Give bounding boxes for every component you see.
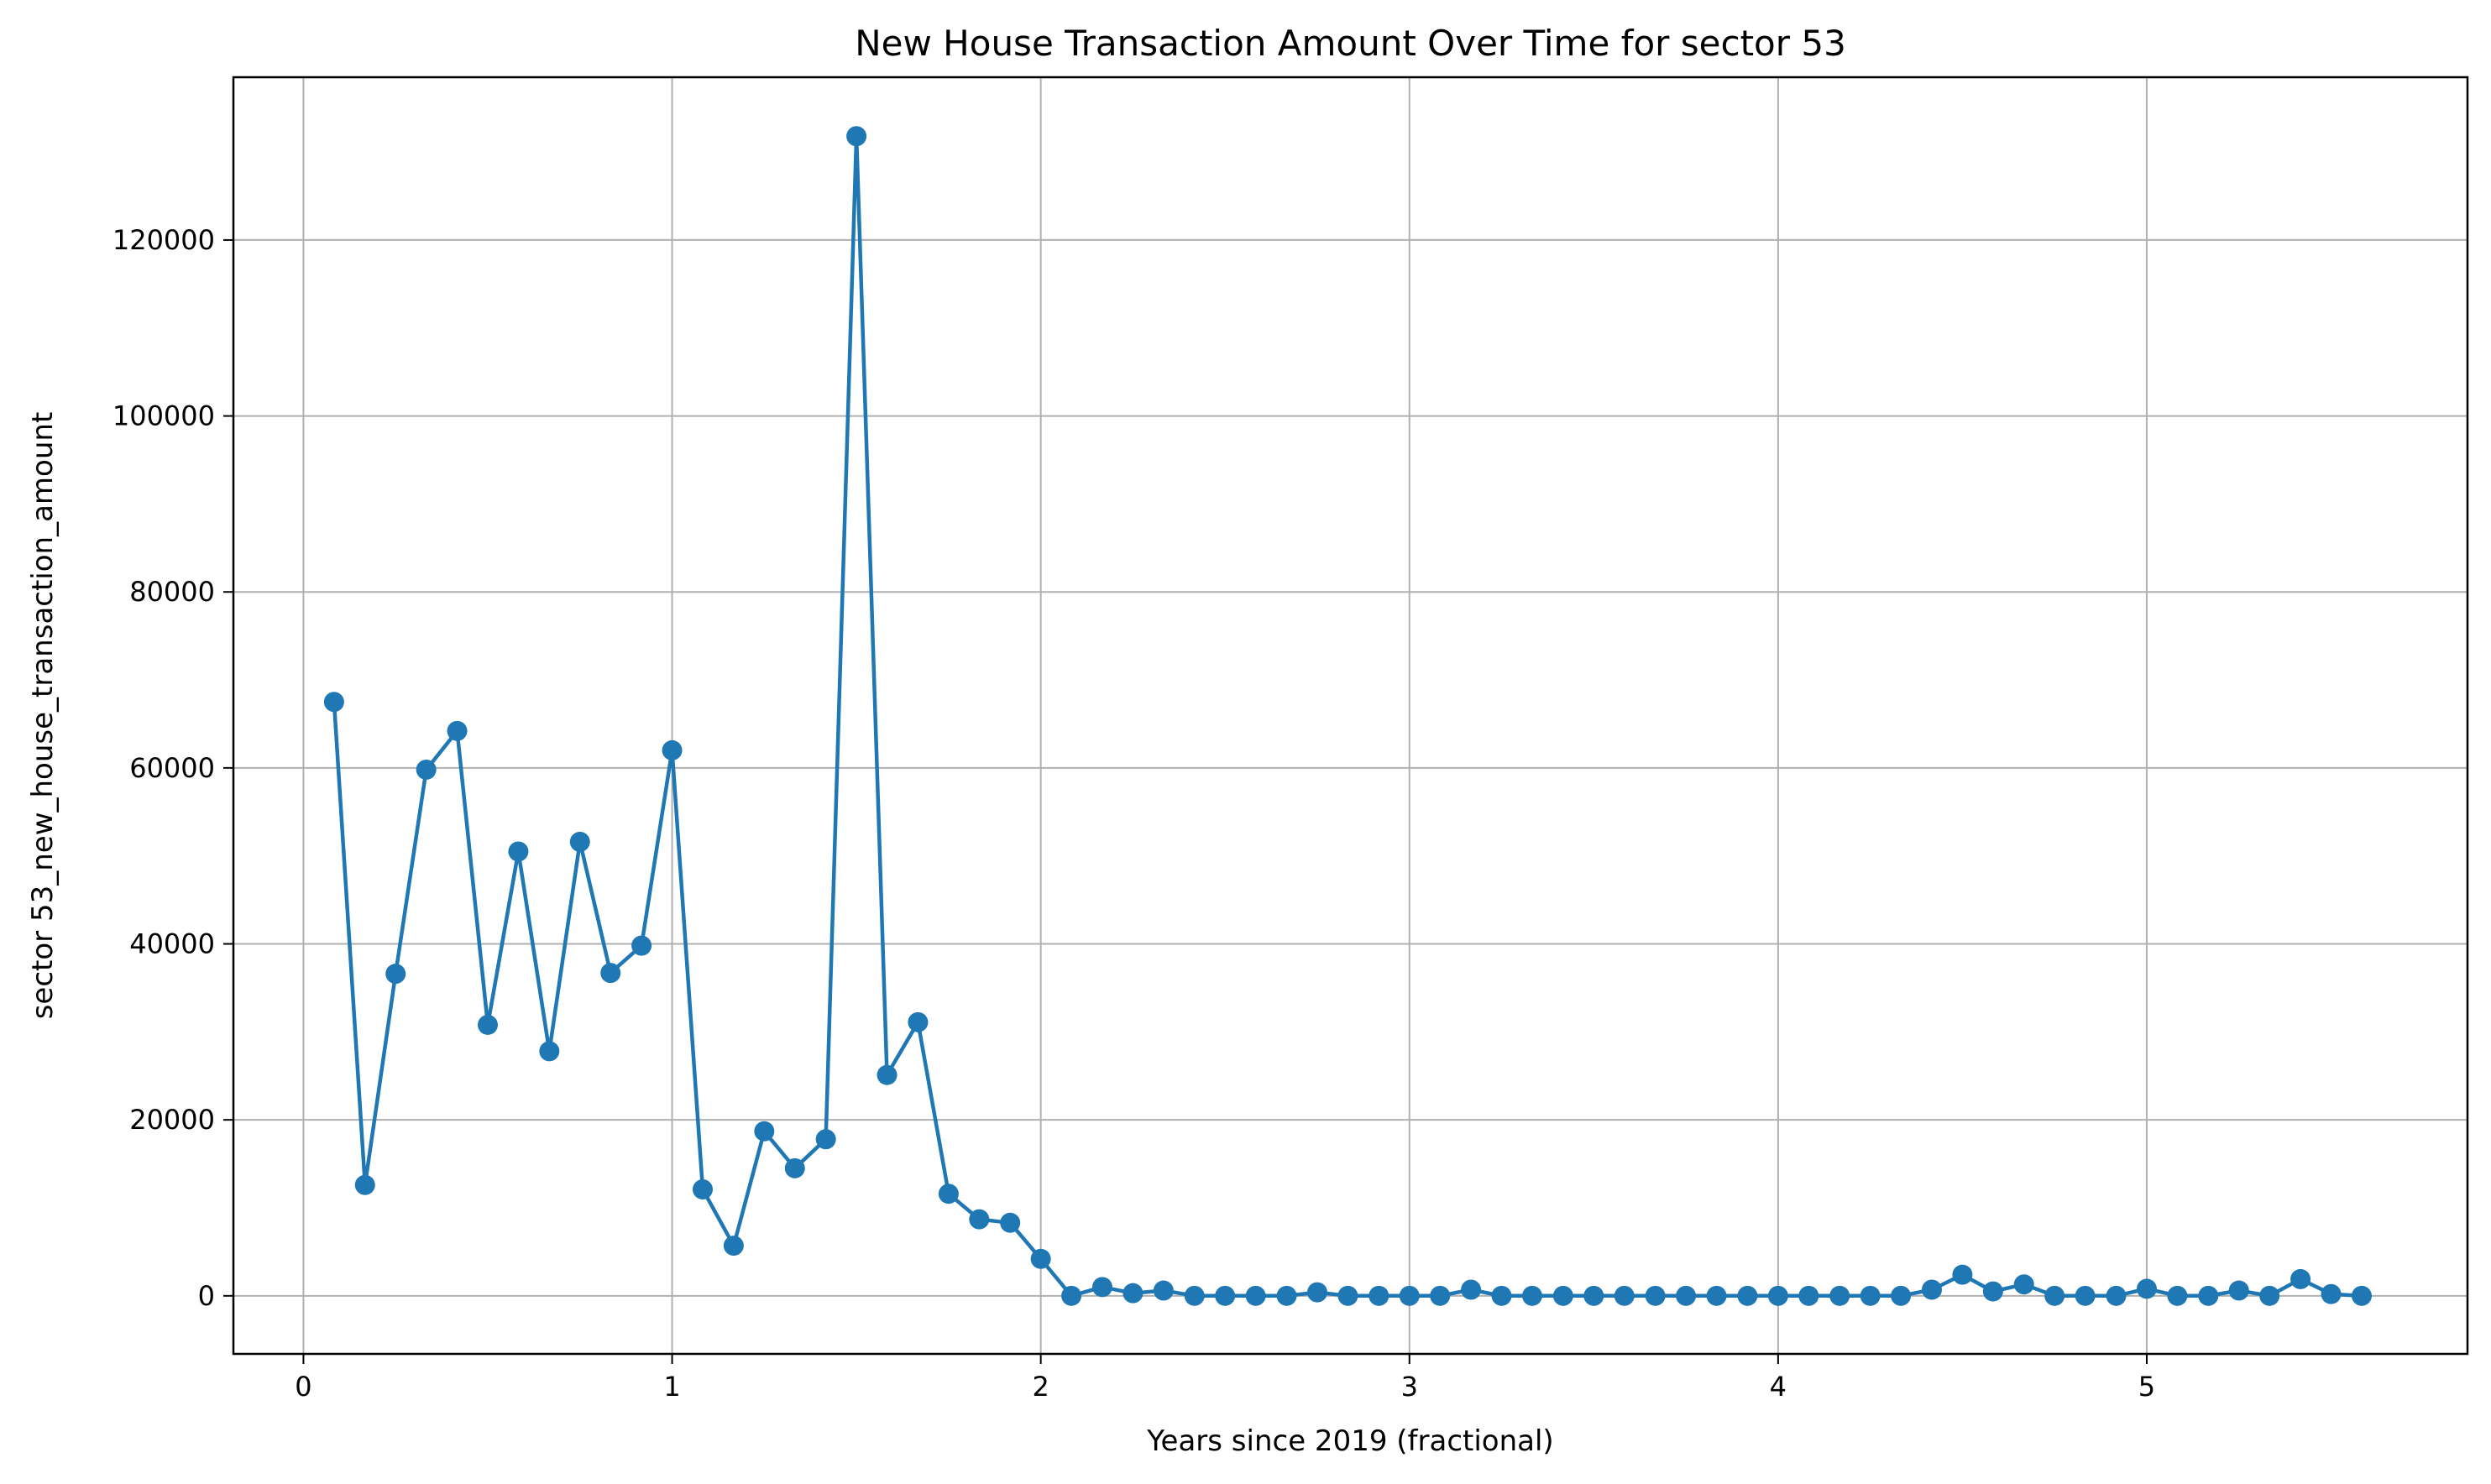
data-point	[2351, 1285, 2372, 1306]
data-point	[477, 1014, 498, 1035]
x-tick-label: 1	[663, 1371, 680, 1403]
data-point	[1982, 1281, 2003, 1302]
data-point	[569, 831, 590, 852]
data-point	[1676, 1285, 1697, 1306]
data-point	[1829, 1285, 1850, 1306]
data-point	[508, 841, 529, 862]
y-tick-label: 80000	[129, 576, 215, 608]
data-point	[1368, 1285, 1389, 1306]
data-point	[2259, 1285, 2280, 1306]
data-point	[1491, 1285, 1512, 1306]
data-point	[447, 720, 468, 741]
data-point	[416, 759, 437, 780]
data-point	[631, 935, 652, 956]
data-point	[723, 1236, 744, 1257]
data-point	[1184, 1285, 1205, 1306]
data-point	[323, 692, 344, 713]
data-point	[1337, 1285, 1358, 1306]
data-point	[1245, 1285, 1266, 1306]
data-point	[2321, 1283, 2342, 1304]
data-point	[754, 1121, 775, 1142]
x-tick-label: 4	[1770, 1371, 1787, 1403]
chart-title: New House Transaction Amount Over Time f…	[855, 23, 1846, 64]
axis-ticks: 0 1 2 3 4 5 0 20000 40000 60000 80000 100000 120000	[113, 224, 2155, 1403]
data-point	[1061, 1285, 1082, 1306]
data-point	[938, 1184, 959, 1204]
data-point	[815, 1129, 836, 1150]
data-point	[784, 1157, 805, 1178]
data-point	[1276, 1285, 1297, 1306]
y-tick-label: 20000	[129, 1104, 215, 1136]
x-tick-label: 2	[1032, 1371, 1049, 1403]
y-tick-label: 60000	[129, 752, 215, 784]
grid-lines	[233, 77, 2467, 1354]
data-point	[2075, 1285, 2096, 1306]
data-series	[323, 126, 2372, 1306]
data-point	[1921, 1279, 1942, 1300]
data-point	[1399, 1285, 1420, 1306]
data-point	[1860, 1285, 1881, 1306]
data-point	[1521, 1285, 1542, 1306]
data-point	[385, 964, 406, 985]
data-point	[1614, 1285, 1635, 1306]
data-point	[969, 1209, 990, 1230]
data-point	[1461, 1279, 1482, 1300]
data-point	[1030, 1248, 1051, 1269]
data-point	[908, 1011, 929, 1032]
data-point	[2198, 1285, 2219, 1306]
data-point	[1430, 1285, 1451, 1306]
data-point	[1306, 1282, 1327, 1303]
y-tick-label: 40000	[129, 928, 215, 960]
plot-area-frame	[232, 76, 2469, 1356]
y-tick-label: 120000	[113, 224, 215, 256]
data-point	[1153, 1280, 1174, 1301]
data-point	[1798, 1285, 1819, 1306]
data-point	[1215, 1285, 1236, 1306]
data-point	[539, 1041, 560, 1062]
data-point	[1645, 1285, 1666, 1306]
data-point	[2290, 1268, 2311, 1289]
data-point	[846, 126, 867, 147]
data-point	[1091, 1277, 1112, 1298]
data-point	[692, 1178, 713, 1199]
data-point	[1552, 1285, 1573, 1306]
data-point	[1767, 1285, 1788, 1306]
data-point	[662, 739, 683, 760]
data-point	[1000, 1212, 1021, 1233]
data-point	[354, 1174, 375, 1195]
data-point	[1737, 1285, 1758, 1306]
data-point	[2228, 1280, 2249, 1301]
data-point	[2136, 1278, 2157, 1299]
data-point	[1583, 1285, 1604, 1306]
data-point	[1706, 1285, 1727, 1306]
x-tick-label: 0	[295, 1371, 311, 1403]
data-point	[1891, 1285, 1912, 1306]
data-point	[2106, 1285, 2127, 1306]
data-point	[2044, 1285, 2065, 1306]
data-point	[1123, 1283, 1143, 1304]
x-tick-label: 3	[1401, 1371, 1418, 1403]
data-point	[600, 963, 621, 984]
y-axis-label: sector 53_new_house_transaction_amount	[26, 412, 60, 1020]
y-tick-label: 100000	[113, 400, 215, 432]
data-point	[877, 1064, 897, 1085]
data-point	[2167, 1285, 2188, 1306]
y-tick-label: 0	[198, 1280, 215, 1312]
x-tick-label: 5	[2138, 1371, 2155, 1403]
data-point	[2013, 1274, 2034, 1295]
data-point	[1952, 1264, 1973, 1285]
x-axis-label: Years since 2019 (fractional)	[1146, 1424, 1553, 1458]
